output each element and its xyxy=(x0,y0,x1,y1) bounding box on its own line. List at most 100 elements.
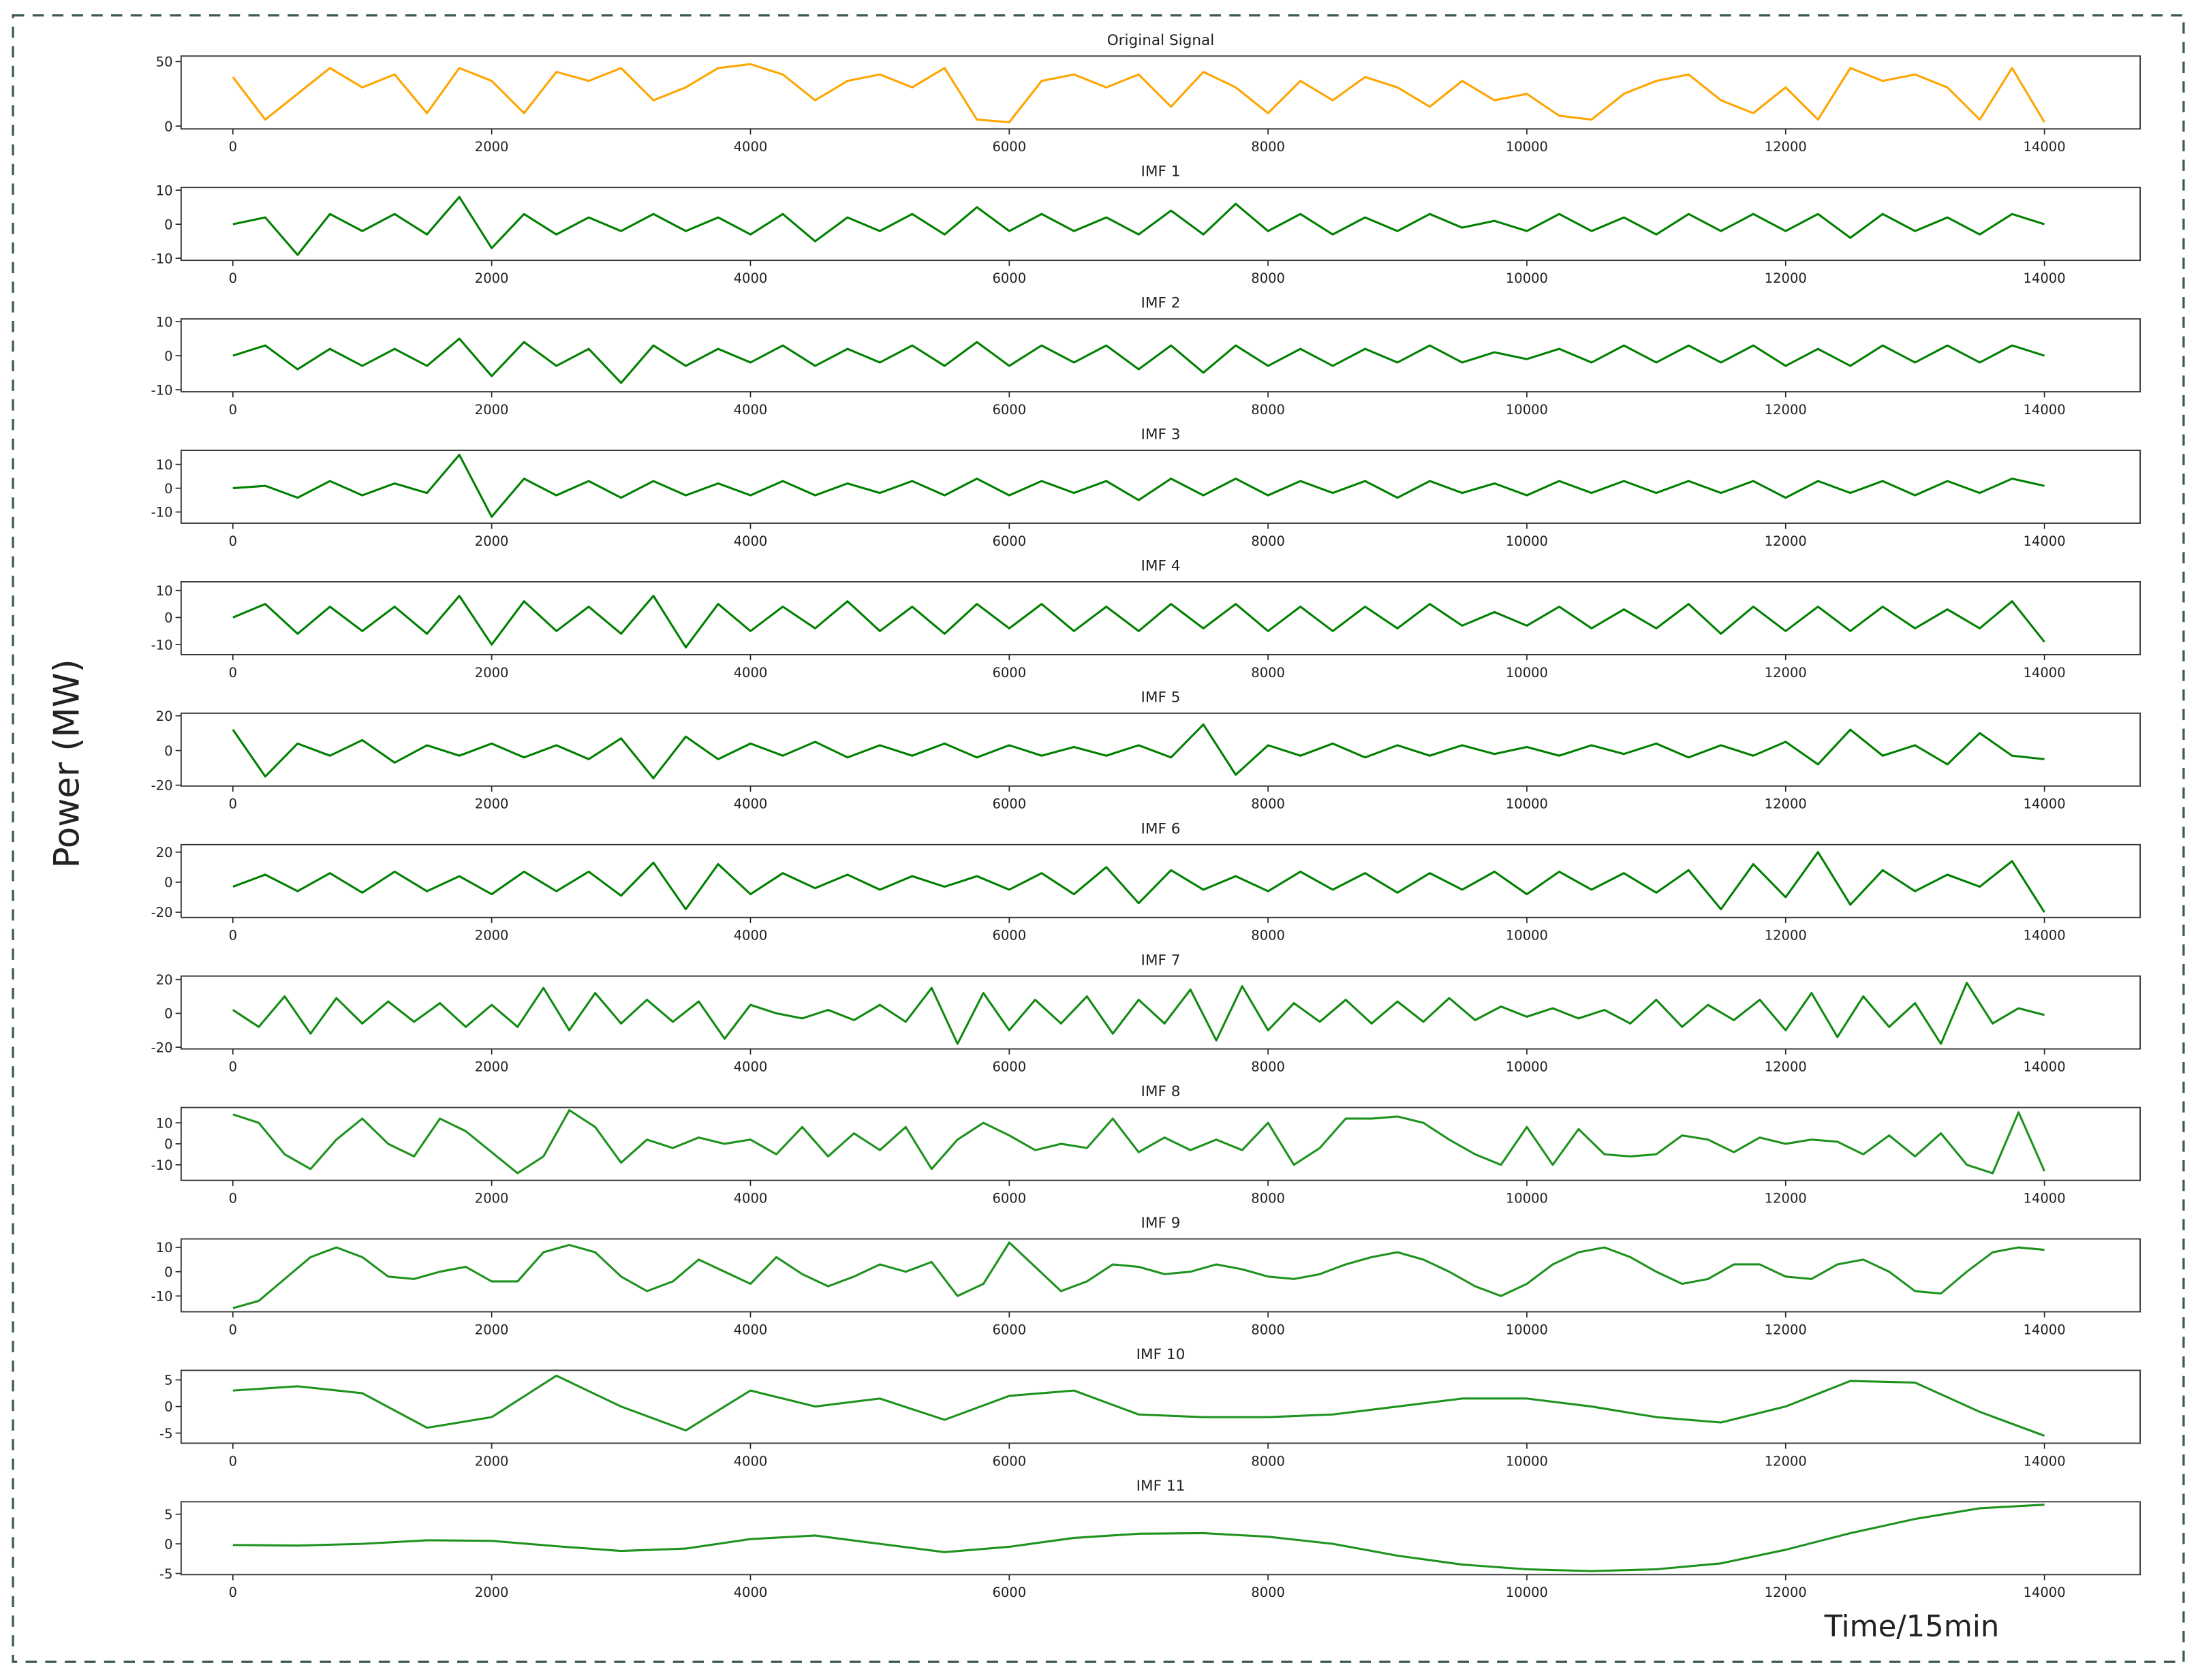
y-tick-label: 50 xyxy=(156,55,173,70)
subplot-frame xyxy=(180,318,2141,392)
x-tick-label: 10000 xyxy=(1506,402,1548,418)
x-tick-label: 2000 xyxy=(475,270,509,286)
x-tick-label: 14000 xyxy=(2024,1453,2066,1469)
y-tick-label: -5 xyxy=(159,1566,172,1582)
x-tick-label: 12000 xyxy=(1765,1059,1807,1075)
x-tick-label: 6000 xyxy=(992,1585,1026,1600)
x-tick-label: 4000 xyxy=(734,796,768,812)
x-tick-label: 8000 xyxy=(1251,139,1285,155)
x-tick-label: 12000 xyxy=(1765,1453,1807,1469)
series-line xyxy=(232,982,2045,1045)
y-tick-label: 10 xyxy=(156,314,173,330)
y-tick-label: 5 xyxy=(164,1373,172,1388)
x-tick-label: 6000 xyxy=(992,1453,1026,1469)
x-tick-label: 8000 xyxy=(1251,796,1285,812)
x-tick-label: 4000 xyxy=(734,928,768,944)
x-tick-label: 4000 xyxy=(734,533,768,549)
x-tick-label: 2000 xyxy=(475,1059,509,1075)
x-tick-label: 10000 xyxy=(1506,139,1548,155)
x-tick-label: 8000 xyxy=(1251,1059,1285,1075)
series-line xyxy=(232,337,2045,384)
x-tick-label: 8000 xyxy=(1251,533,1285,549)
x-tick-label: 0 xyxy=(229,533,237,549)
y-tick-label: -5 xyxy=(159,1426,172,1442)
subplot-title: IMF 7 xyxy=(1141,952,1181,969)
subplot-title: IMF 6 xyxy=(1141,820,1181,837)
x-tick-label: 10000 xyxy=(1506,1453,1548,1469)
y-tick-label: 10 xyxy=(156,583,173,599)
subplot-frame xyxy=(180,1501,2141,1576)
x-tick-label: 4000 xyxy=(734,1190,768,1206)
y-tick-label: -10 xyxy=(151,637,173,653)
subplot-frame xyxy=(180,712,2141,787)
x-tick-label: 2000 xyxy=(475,1322,509,1337)
x-tick-label: 2000 xyxy=(475,402,509,418)
subplot-title: Original Signal xyxy=(1107,32,1215,49)
y-tick-label: 0 xyxy=(164,1136,172,1152)
y-tick-label: 20 xyxy=(156,845,173,860)
x-tick-label: 10000 xyxy=(1506,1585,1548,1600)
x-tick-label: 14000 xyxy=(2024,796,2066,812)
x-tick-label: 0 xyxy=(229,665,237,681)
x-tick-label: 12000 xyxy=(1765,1585,1807,1600)
y-tick-label: 5 xyxy=(164,1507,172,1523)
x-tick-label: 14000 xyxy=(2024,1190,2066,1206)
y-tick-label: 0 xyxy=(164,119,172,134)
x-tick-label: 6000 xyxy=(992,533,1026,549)
x-tick-label: 0 xyxy=(229,928,237,944)
subplot-frame xyxy=(180,975,2141,1050)
x-tick-label: 2000 xyxy=(475,1190,509,1206)
x-tick-label: 12000 xyxy=(1765,1190,1807,1206)
x-tick-label: 2000 xyxy=(475,1585,509,1600)
y-tick-label: 0 xyxy=(164,1264,172,1280)
x-tick-label: 14000 xyxy=(2024,928,2066,944)
x-tick-label: 6000 xyxy=(992,270,1026,286)
y-tick-label: 0 xyxy=(164,217,172,232)
y-tick-label: -10 xyxy=(151,382,173,398)
y-tick-label: -20 xyxy=(151,905,173,920)
x-tick-label: 0 xyxy=(229,796,237,812)
x-tick-label: 12000 xyxy=(1765,533,1807,549)
y-tick-label: 0 xyxy=(164,1006,172,1022)
x-tick-label: 2000 xyxy=(475,533,509,549)
y-tick-label: 0 xyxy=(164,1399,172,1415)
x-tick-label: 4000 xyxy=(734,402,768,418)
y-tick-label: -10 xyxy=(151,1157,173,1173)
y-axis-label: Power (MW) xyxy=(47,659,88,868)
x-tick-label: 8000 xyxy=(1251,928,1285,944)
series-line xyxy=(232,63,2045,123)
x-tick-label: 14000 xyxy=(2024,1322,2066,1337)
x-tick-label: 8000 xyxy=(1251,1322,1285,1337)
y-tick-label: 10 xyxy=(156,1240,173,1256)
x-tick-label: 12000 xyxy=(1765,796,1807,812)
x-tick-label: 8000 xyxy=(1251,1585,1285,1600)
x-tick-label: 12000 xyxy=(1765,928,1807,944)
subplot-title: IMF 3 xyxy=(1141,426,1181,444)
x-tick-label: 8000 xyxy=(1251,270,1285,286)
subplot-frame xyxy=(180,1369,2141,1444)
x-tick-label: 8000 xyxy=(1251,402,1285,418)
x-tick-label: 0 xyxy=(229,270,237,286)
y-tick-label: 20 xyxy=(156,709,173,724)
y-tick-label: 10 xyxy=(156,1115,173,1131)
x-tick-label: 8000 xyxy=(1251,1453,1285,1469)
x-tick-label: 10000 xyxy=(1506,1322,1548,1337)
x-tick-label: 2000 xyxy=(475,139,509,155)
subplot-title: IMF 9 xyxy=(1141,1215,1181,1232)
x-tick-label: 2000 xyxy=(475,796,509,812)
dashed-border xyxy=(12,14,2185,1663)
x-tick-label: 6000 xyxy=(992,1190,1026,1206)
x-tick-label: 12000 xyxy=(1765,665,1807,681)
y-tick-label: 0 xyxy=(164,348,172,364)
subplot-frame xyxy=(180,1106,2141,1181)
series-line xyxy=(232,1374,2045,1437)
x-tick-label: 0 xyxy=(229,1059,237,1075)
subplot-title: IMF 1 xyxy=(1141,164,1181,181)
x-tick-label: 10000 xyxy=(1506,928,1548,944)
x-tick-label: 12000 xyxy=(1765,139,1807,155)
y-tick-label: 20 xyxy=(156,972,173,988)
series-line xyxy=(232,851,2045,913)
x-tick-label: 8000 xyxy=(1251,665,1285,681)
